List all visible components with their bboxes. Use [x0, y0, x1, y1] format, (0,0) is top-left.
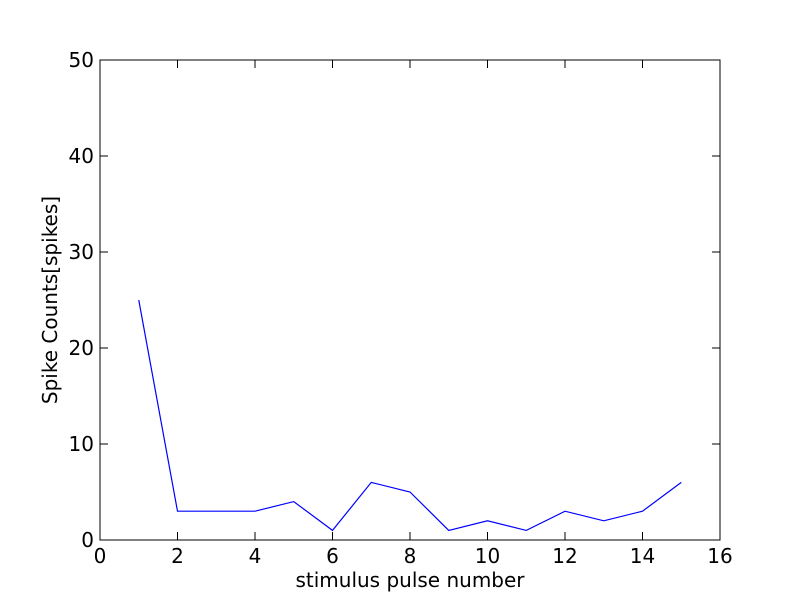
x-tick-label: 6: [326, 544, 339, 568]
y-axis-label: Spike Counts[spikes]: [38, 196, 62, 404]
plot-area-frame: [99, 59, 721, 541]
x-tick-label: 4: [249, 544, 262, 568]
x-tick-label: 16: [707, 544, 732, 568]
y-tick-label: 40: [69, 144, 94, 168]
x-axis-label: stimulus pulse number: [295, 568, 525, 592]
y-tick-label: 30: [69, 240, 94, 264]
x-tick-label: 14: [630, 544, 655, 568]
axis-tick-labels: 0 2 4 6 8 10 12 14 16 0 10 20 30 40 50: [69, 48, 733, 568]
y-tick-label: 50: [69, 48, 94, 72]
series-lines: [138, 299, 682, 532]
x-tick-label: 12: [552, 544, 577, 568]
y-tick-label: 20: [69, 336, 94, 360]
x-tick-label: 2: [171, 544, 184, 568]
y-tick-label: 0: [81, 528, 94, 552]
axis-ticks: [99, 59, 721, 541]
series-line-0: [138, 299, 682, 532]
x-tick-label: 8: [404, 544, 417, 568]
x-tick-label: 10: [475, 544, 500, 568]
y-tick-label: 10: [69, 432, 94, 456]
x-tick-label: 0: [94, 544, 107, 568]
